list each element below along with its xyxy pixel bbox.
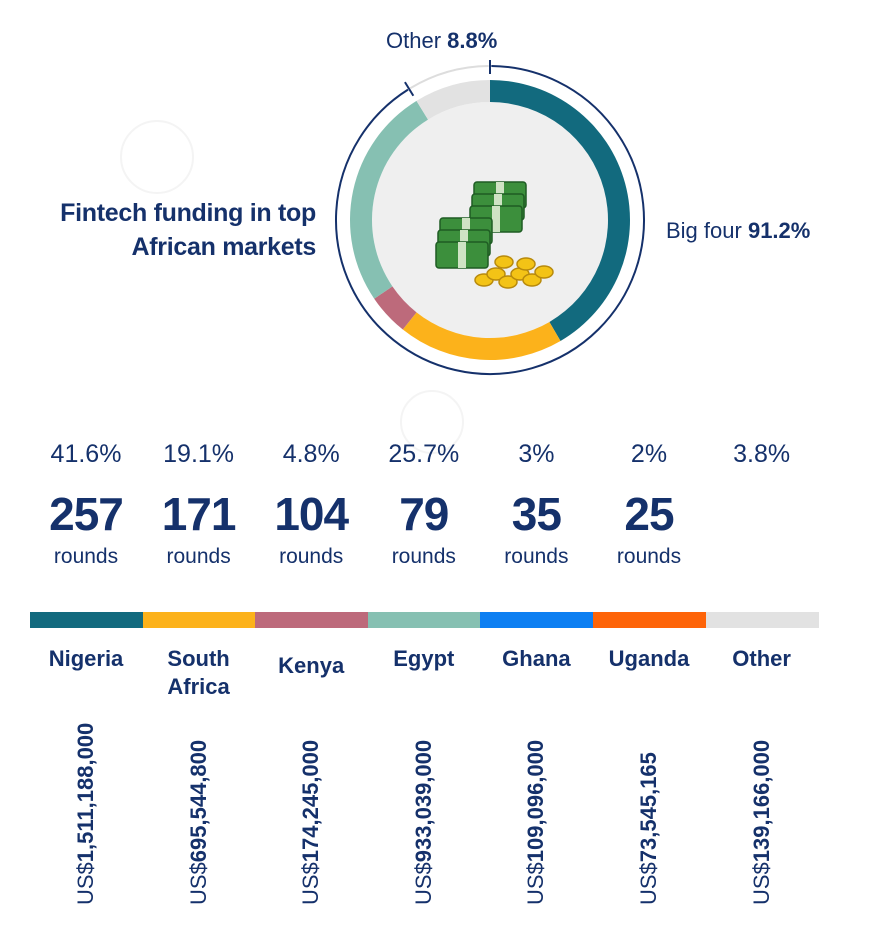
currency-prefix: US$ xyxy=(73,862,98,905)
other-callout-value: 8.8% xyxy=(447,28,498,53)
share-bar xyxy=(30,612,819,628)
amount-6: US$139,166,000 xyxy=(706,715,818,905)
donut-slice-other xyxy=(416,80,490,120)
other-callout: Other 8.8% xyxy=(386,28,497,54)
rounds-5: 25 xyxy=(624,488,674,540)
amount-1: US$695,544,800 xyxy=(143,715,255,905)
donut-chart xyxy=(335,60,645,375)
amount-2: US$174,245,000 xyxy=(255,715,367,905)
share-4: 3% xyxy=(518,440,555,468)
rounds-4: 35 xyxy=(511,488,562,540)
currency-prefix: US$ xyxy=(298,862,324,905)
country-label-4: Ghana xyxy=(480,645,592,673)
share-5: 2% xyxy=(630,440,668,468)
amount-3: US$933,039,000 xyxy=(368,715,480,905)
amount-text: US$174,245,000 xyxy=(298,740,324,905)
currency-prefix: US$ xyxy=(748,862,774,905)
amount-value: 174,245,000 xyxy=(298,739,324,863)
bar-segment-3 xyxy=(367,612,481,628)
amount-text: US$109,096,000 xyxy=(523,740,549,905)
background-decoration xyxy=(120,120,194,194)
amount-4: US$109,096,000 xyxy=(480,715,592,905)
currency-prefix: US$ xyxy=(636,862,661,905)
bar-segment-5 xyxy=(593,612,707,628)
big-four-callout-label: Big four xyxy=(666,218,742,243)
country-label-line: Africa xyxy=(167,674,230,699)
share-1: 19.1% xyxy=(163,440,235,468)
big-four-ring xyxy=(335,65,645,375)
title-line-1: Fintech funding in top xyxy=(60,199,316,227)
country-label-6: Other xyxy=(706,645,818,673)
share-6: 3.8% xyxy=(733,440,791,468)
share-2: 4.8% xyxy=(282,440,340,468)
coin xyxy=(522,273,542,287)
amount-text: US$1,511,188,000 xyxy=(73,723,99,905)
bar-segment-4 xyxy=(480,612,594,628)
country-label-line: Uganda xyxy=(608,646,690,671)
big-four-callout-value: 91.2% xyxy=(747,218,811,243)
other-ring xyxy=(409,65,489,90)
bar-segment-1 xyxy=(142,612,256,628)
amount-value: 1,511,188,000 xyxy=(73,722,98,863)
country-label-0: Nigeria xyxy=(30,645,142,673)
country-label-line: South xyxy=(167,646,230,671)
amount-value: 933,039,000 xyxy=(410,739,436,863)
bar-segment-6 xyxy=(705,612,819,628)
country-label-line: Other xyxy=(732,646,791,671)
donut-slice-south-africa xyxy=(402,312,561,360)
coin xyxy=(494,255,514,269)
donut-slice-egypt xyxy=(350,100,429,299)
rounds-label-2: rounds xyxy=(279,545,344,568)
country-label-2: Kenya xyxy=(255,652,367,680)
share-0: 41.6% xyxy=(50,440,122,468)
amount-0: US$1,511,188,000 xyxy=(30,715,142,905)
banknote-band xyxy=(492,206,500,232)
rounds-1: 171 xyxy=(161,488,237,540)
currency-prefix: US$ xyxy=(523,862,549,905)
amount-value: 73,545,165 xyxy=(636,752,661,863)
coin xyxy=(498,275,518,289)
rounds-label-1: rounds xyxy=(166,545,231,568)
amount-value: 695,544,800 xyxy=(185,739,211,863)
amount-text: US$695,544,800 xyxy=(186,740,212,905)
amount-5: US$73,545,165 xyxy=(593,715,705,905)
money-icon xyxy=(435,181,554,289)
donut-slice-kenya xyxy=(374,286,417,330)
country-label-3: Egypt xyxy=(368,645,480,673)
country-label-1: South Africa xyxy=(143,645,255,701)
big-four-callout: Big four 91.2% xyxy=(666,218,810,244)
rounds-0: 257 xyxy=(49,488,124,540)
donut-slice-nigeria xyxy=(490,80,630,341)
coin xyxy=(516,257,536,271)
amount-text: US$73,545,165 xyxy=(636,752,662,905)
amount-text: US$139,166,000 xyxy=(749,740,775,905)
title-line-2: African markets xyxy=(131,233,317,261)
rounds-label-3: rounds xyxy=(391,545,456,568)
ring-tick xyxy=(404,81,415,97)
currency-prefix: US$ xyxy=(410,862,436,905)
amount-value: 109,096,000 xyxy=(523,739,549,863)
rounds-label-4: rounds xyxy=(504,545,569,568)
amount-value: 139,166,000 xyxy=(748,739,774,863)
currency-prefix: US$ xyxy=(185,862,211,905)
bar-segment-2 xyxy=(255,612,369,628)
other-callout-label: Other xyxy=(386,28,442,53)
chart-title: Fintech funding in top African markets xyxy=(20,196,316,264)
background-decoration xyxy=(400,390,464,454)
bar-segment-0 xyxy=(30,612,144,628)
country-label-line: Egypt xyxy=(393,646,455,671)
rounds-label-5: rounds xyxy=(616,545,682,568)
country-label-5: Uganda xyxy=(593,645,705,673)
share-3: 25.7% xyxy=(388,440,460,468)
rounds-2: 104 xyxy=(274,488,349,540)
rounds-3: 79 xyxy=(399,488,449,540)
country-label-line: Kenya xyxy=(278,653,345,678)
country-label-line: Ghana xyxy=(502,646,571,671)
country-label-line: Nigeria xyxy=(48,646,124,671)
rounds-label-0: rounds xyxy=(53,545,119,568)
coin xyxy=(534,265,554,279)
coin xyxy=(486,267,506,281)
amount-text: US$933,039,000 xyxy=(411,740,437,905)
banknote-band xyxy=(458,242,466,268)
